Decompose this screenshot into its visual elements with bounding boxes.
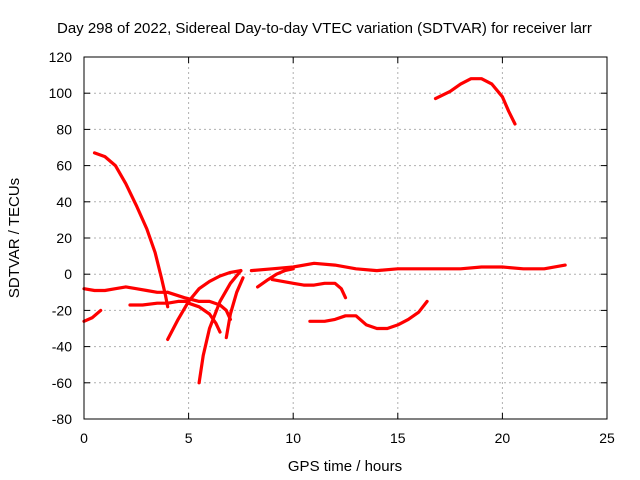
- series-track-14: [433, 77, 517, 126]
- series-layer: [82, 77, 567, 385]
- x-tick-label: 20: [495, 430, 511, 446]
- series-track-11: [249, 261, 567, 273]
- chart-title: Day 298 of 2022, Sidereal Day-to-day VTE…: [57, 20, 592, 37]
- x-tick-label: 0: [80, 430, 88, 446]
- series-track-10: [256, 267, 295, 289]
- y-tick-label: -40: [52, 339, 72, 355]
- series-track-3: [82, 308, 103, 323]
- y-tick-label: 120: [49, 49, 73, 65]
- series-track-2: [82, 285, 170, 294]
- series-track-1: [92, 151, 170, 309]
- y-axis-label: SDTVAR / TECUs: [6, 178, 23, 298]
- series-track-8: [166, 290, 232, 321]
- y-tick-label: -20: [52, 302, 72, 318]
- series-track-7: [224, 276, 245, 340]
- series-track-4: [128, 299, 191, 307]
- y-tick-label: -60: [52, 375, 72, 391]
- series-track-12: [270, 278, 348, 300]
- series-track-5: [166, 269, 243, 341]
- x-axis-label: GPS time / hours: [288, 458, 402, 475]
- series-track-13: [308, 299, 429, 331]
- series-track-6: [197, 269, 243, 385]
- y-tick-label: -80: [52, 411, 72, 427]
- x-tick-label: 5: [185, 430, 193, 446]
- y-tick-label: 0: [64, 266, 72, 282]
- tick-layer: 0 5 10 15 20 25 -80 -60 -40 -20 0 20 40 60 80 100 120: [49, 49, 615, 446]
- series-track-9: [187, 301, 222, 334]
- x-tick-label: 10: [285, 430, 301, 446]
- y-tick-label: 100: [49, 85, 73, 101]
- y-tick-label: 60: [56, 158, 72, 174]
- grid-layer: [84, 57, 607, 419]
- x-tick-label: 15: [390, 430, 406, 446]
- y-tick-label: 40: [56, 194, 72, 210]
- y-tick-label: 80: [56, 121, 72, 137]
- y-tick-label: 20: [56, 230, 72, 246]
- x-tick-label: 25: [599, 430, 615, 446]
